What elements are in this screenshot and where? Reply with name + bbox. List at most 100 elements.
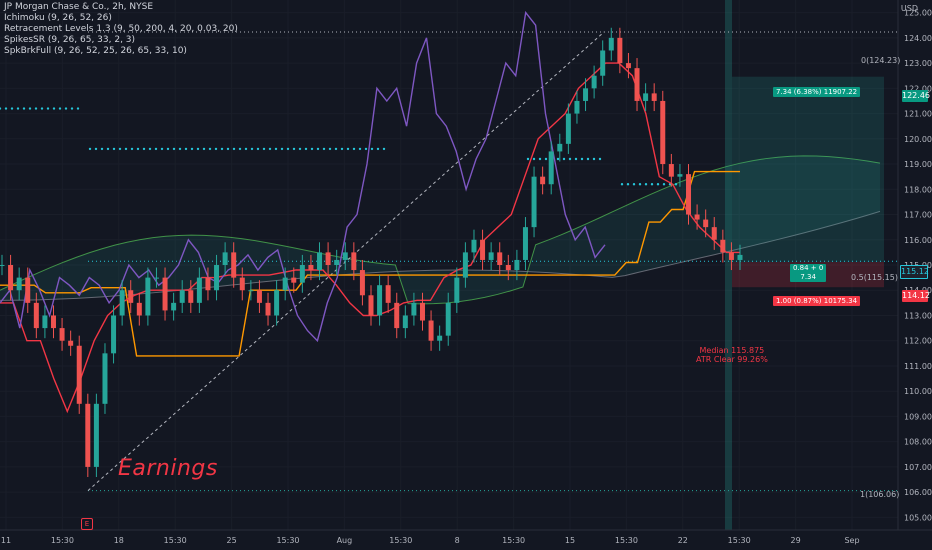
candle-body — [256, 290, 262, 303]
legend-ichimoku[interactable]: Ichimoku (9, 26, 52, 26) — [4, 13, 112, 23]
y-tick-label: 123.00 — [904, 59, 932, 68]
sr-dot — [556, 157, 560, 161]
candle-body — [583, 88, 589, 101]
legend-retracement[interactable]: Retracement Levels 1.3 (9, 50, 200, 4, 2… — [4, 24, 238, 34]
candle-body — [239, 277, 245, 291]
sr-dot — [16, 107, 20, 110]
candle-body — [497, 252, 503, 265]
sr-dot — [650, 183, 654, 186]
candle-body — [668, 164, 674, 177]
sr-dot — [196, 147, 200, 151]
sr-dot — [352, 147, 356, 151]
y-tick-label: 112.00 — [904, 337, 932, 346]
y-tick-label: 119.00 — [904, 160, 932, 169]
candle-body — [505, 265, 511, 271]
candle-body — [462, 252, 468, 278]
sr-dot — [574, 157, 578, 161]
sr-dot — [544, 157, 548, 161]
sr-dot — [118, 147, 122, 151]
candle-body — [145, 277, 151, 316]
candle-body — [205, 277, 211, 291]
sr-dot — [316, 147, 320, 151]
x-tick-label: Aug — [337, 536, 353, 545]
center-line2: 7.34 — [800, 273, 816, 281]
sr-dot — [100, 147, 104, 151]
sr-dot — [532, 157, 536, 161]
candle-body — [514, 259, 520, 271]
sr-dot — [106, 147, 110, 151]
y-tick-label: 113.00 — [904, 311, 932, 320]
fib-level-mid: 0.5(115.15) — [851, 273, 898, 282]
candle-body — [617, 37, 623, 64]
support-resistance-dots — [0, 107, 678, 186]
candle-body — [445, 302, 451, 336]
earnings-flag-icon[interactable]: E — [81, 518, 93, 530]
candle-body — [68, 340, 74, 346]
fib-level-bottom: 1(106.06) — [860, 490, 900, 499]
sr-dot — [154, 147, 158, 151]
x-tick-label: 11 — [1, 536, 11, 545]
candle-body — [377, 285, 383, 316]
candle-body — [625, 63, 631, 69]
sr-dot — [76, 107, 80, 110]
candle-body — [711, 227, 717, 240]
current-price-tag: 115.12 — [900, 265, 929, 279]
x-tick-label: 8 — [455, 536, 460, 545]
base-line — [0, 170, 740, 357]
target-price-tag: 122.46 — [902, 90, 930, 102]
candle-body — [85, 403, 91, 467]
sr-dot — [382, 147, 386, 151]
sr-dot — [190, 147, 194, 151]
legend-spikessr[interactable]: SpikesSR (9, 26, 65, 33, 2, 3) — [4, 35, 136, 45]
candle-body — [222, 252, 228, 265]
stop-price-tag: 114.12 — [902, 290, 930, 302]
candle-body — [342, 252, 348, 260]
y-tick-label: 111.00 — [904, 362, 932, 371]
candle-body — [385, 285, 391, 303]
x-tick-label: 15:30 — [51, 536, 74, 545]
candle-body — [720, 239, 726, 253]
legend-spkbrkfull[interactable]: SpkBrkFull (9, 26, 52, 25, 26, 65, 33, 1… — [4, 46, 187, 56]
sr-dot — [40, 107, 44, 110]
candle-body — [411, 302, 417, 316]
candle-body — [471, 239, 477, 253]
sr-dot — [538, 157, 542, 161]
sr-dot — [166, 147, 170, 151]
sr-dot — [94, 147, 98, 151]
y-tick-label: 105.00 — [904, 513, 932, 522]
symbol-title[interactable]: JP Morgan Chase & Co., 2h, NYSE — [4, 2, 154, 12]
candle-body — [76, 345, 82, 404]
candle-body — [480, 239, 486, 260]
x-tick-label: 15:30 — [728, 536, 751, 545]
sr-dot — [178, 147, 182, 151]
sr-dot — [34, 107, 38, 110]
sr-dot — [10, 107, 14, 110]
sr-dot — [112, 147, 116, 151]
sr-dot — [160, 147, 164, 151]
sr-dot — [298, 147, 302, 151]
candle-body — [600, 50, 606, 76]
sr-dot — [656, 183, 660, 186]
stat-median: Median 115.875 — [699, 346, 765, 355]
candle-body — [42, 315, 48, 329]
candle-body — [291, 277, 297, 283]
sr-dot — [184, 147, 188, 151]
candle-body — [419, 302, 425, 321]
sr-dot — [46, 107, 50, 110]
sr-dot — [292, 147, 296, 151]
sr-dot — [58, 107, 62, 110]
sr-dot — [580, 157, 584, 161]
x-tick-label: 22 — [678, 536, 688, 545]
sr-dot — [358, 147, 362, 151]
x-tick-label: 15:30 — [276, 536, 299, 545]
sr-dot — [0, 107, 2, 110]
earnings-annotation[interactable]: Earnings — [118, 456, 218, 481]
y-tick-label: 109.00 — [904, 412, 932, 421]
y-tick-label: 117.00 — [904, 211, 932, 220]
sr-dot — [286, 147, 290, 151]
y-tick-label: 116.00 — [904, 236, 932, 245]
candle-body — [231, 252, 237, 278]
stop-label: 1.00 (0.87%) 10175.34 — [773, 296, 861, 306]
x-tick-label: 29 — [791, 536, 801, 545]
sr-dot — [638, 183, 642, 186]
